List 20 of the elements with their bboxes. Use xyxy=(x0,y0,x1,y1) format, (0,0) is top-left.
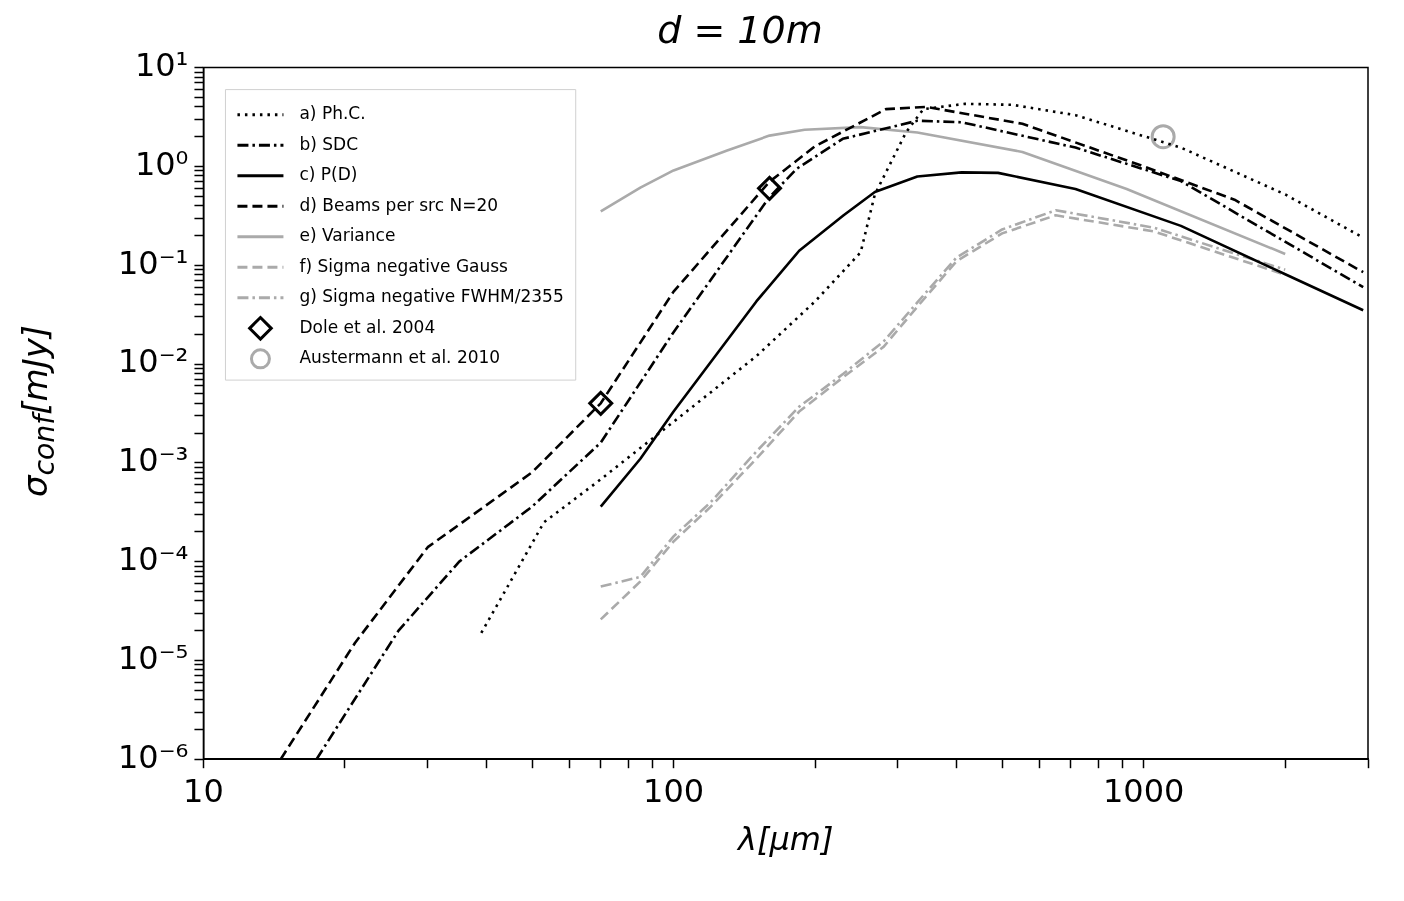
legend-label: Austermann et al. 2010 xyxy=(299,347,501,368)
legend-label: a) Ph.C. xyxy=(299,103,366,124)
y-tick-label: 10⁻³ xyxy=(118,441,189,480)
legend-label: c) P(D) xyxy=(299,164,358,185)
legend-label: b) SDC xyxy=(299,133,359,154)
y-tick-label: 10⁻¹ xyxy=(118,243,189,282)
y-tick-label: 10⁰ xyxy=(134,144,189,183)
x-tick-label: 100 xyxy=(643,771,705,810)
legend-label: g) Sigma negative FWHM/2355 xyxy=(299,286,564,307)
y-tick-label: 10⁻² xyxy=(118,342,189,381)
legend-label: f) Sigma negative Gauss xyxy=(299,255,509,276)
x-axis-title: λ[μm] xyxy=(736,820,834,859)
y-tick-label: 10⁻⁵ xyxy=(118,638,189,677)
legend-label: Dole et al. 2004 xyxy=(299,316,436,337)
legend-label: e) Variance xyxy=(299,225,396,246)
y-tick-label: 10⁻⁴ xyxy=(118,539,189,578)
y-tick-label: 10¹ xyxy=(134,45,189,84)
x-tick-label: 1000 xyxy=(1102,771,1185,810)
legend-label: d) Beams per src N=20 xyxy=(299,194,499,215)
chart-title: d = 10m xyxy=(657,7,823,52)
